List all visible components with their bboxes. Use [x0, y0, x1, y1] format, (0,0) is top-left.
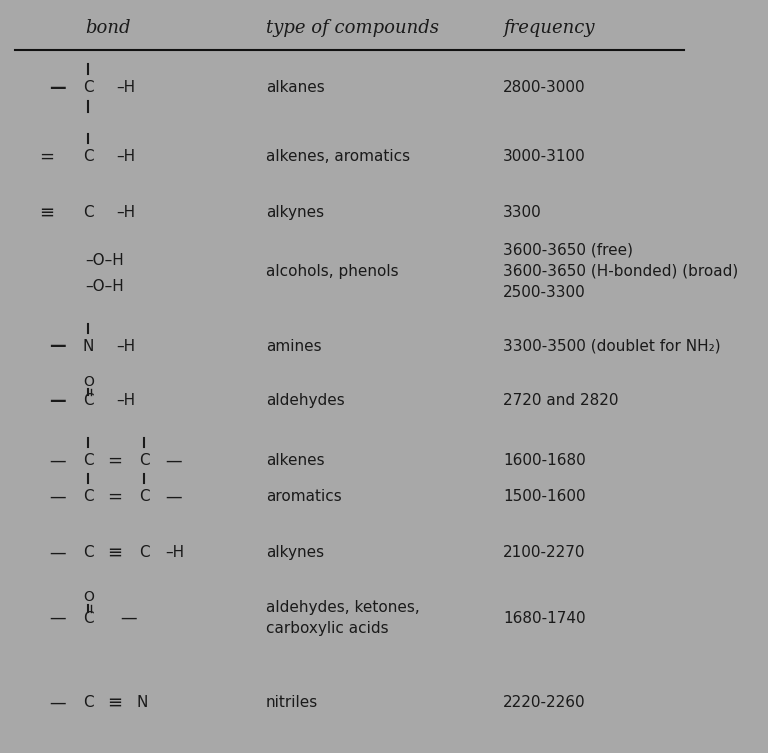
Text: –H: –H: [116, 393, 135, 408]
Text: bond: bond: [85, 19, 131, 37]
Text: 2720 and 2820: 2720 and 2820: [503, 393, 618, 408]
Text: aromatics: aromatics: [266, 489, 342, 504]
Text: —: —: [49, 452, 65, 470]
Text: 2220-2260: 2220-2260: [503, 695, 585, 710]
Text: —: —: [49, 544, 65, 562]
Text: C: C: [83, 453, 94, 468]
Text: —: —: [49, 392, 65, 410]
Text: C: C: [83, 489, 94, 504]
Text: C: C: [139, 453, 150, 468]
Text: aldehydes, ketones,
carboxylic acids: aldehydes, ketones, carboxylic acids: [266, 600, 420, 636]
Text: —: —: [49, 78, 65, 96]
Text: alcohols, phenols: alcohols, phenols: [266, 264, 399, 279]
Text: C: C: [139, 545, 150, 560]
Text: —: —: [49, 609, 65, 627]
Text: amines: amines: [266, 339, 322, 354]
Text: frequency: frequency: [503, 19, 594, 37]
Text: 3300-3500 (doublet for NH₂): 3300-3500 (doublet for NH₂): [503, 339, 720, 354]
Text: —: —: [49, 337, 65, 355]
Text: C: C: [83, 149, 94, 164]
Text: O: O: [83, 590, 94, 604]
Text: —: —: [165, 487, 182, 505]
Text: 3600-3650 (free)
3600-3650 (H-bonded) (broad)
2500-3300: 3600-3650 (free) 3600-3650 (H-bonded) (b…: [503, 243, 738, 300]
Text: 1600-1680: 1600-1680: [503, 453, 586, 468]
Text: N: N: [137, 695, 147, 710]
Text: aldehydes: aldehydes: [266, 393, 345, 408]
Text: –H: –H: [116, 80, 135, 95]
Text: —: —: [49, 487, 65, 505]
Text: —: —: [49, 694, 65, 712]
Text: C: C: [139, 489, 150, 504]
Text: C: C: [83, 206, 94, 221]
Text: –H: –H: [116, 339, 135, 354]
Text: alkenes: alkenes: [266, 453, 325, 468]
Text: alkenes, aromatics: alkenes, aromatics: [266, 149, 410, 164]
Text: –H: –H: [116, 149, 135, 164]
Text: –O–H: –O–H: [85, 253, 124, 268]
Text: —: —: [165, 452, 182, 470]
Text: C: C: [83, 611, 94, 626]
Text: 3000-3100: 3000-3100: [503, 149, 586, 164]
Text: 2800-3000: 2800-3000: [503, 80, 585, 95]
Text: –O–H: –O–H: [85, 279, 124, 294]
Text: C: C: [83, 695, 94, 710]
Text: type of compounds: type of compounds: [266, 19, 439, 37]
Text: ≡: ≡: [39, 204, 55, 222]
Text: C: C: [83, 545, 94, 560]
Text: 2100-2270: 2100-2270: [503, 545, 585, 560]
Text: –H: –H: [165, 545, 184, 560]
Text: C: C: [83, 393, 94, 408]
Text: alkynes: alkynes: [266, 545, 324, 560]
Text: —: —: [120, 609, 137, 627]
Text: =: =: [108, 487, 122, 505]
Text: –H: –H: [116, 206, 135, 221]
Text: N: N: [83, 339, 94, 354]
Text: =: =: [108, 452, 122, 470]
Text: 1680-1740: 1680-1740: [503, 611, 585, 626]
Text: 1500-1600: 1500-1600: [503, 489, 585, 504]
Text: ≡: ≡: [108, 544, 123, 562]
Text: =: =: [39, 148, 55, 166]
Text: O: O: [83, 375, 94, 389]
Text: nitriles: nitriles: [266, 695, 319, 710]
Text: ≡: ≡: [108, 694, 123, 712]
Text: 3300: 3300: [503, 206, 541, 221]
Text: C: C: [83, 80, 94, 95]
Text: alkynes: alkynes: [266, 206, 324, 221]
Text: alkanes: alkanes: [266, 80, 325, 95]
